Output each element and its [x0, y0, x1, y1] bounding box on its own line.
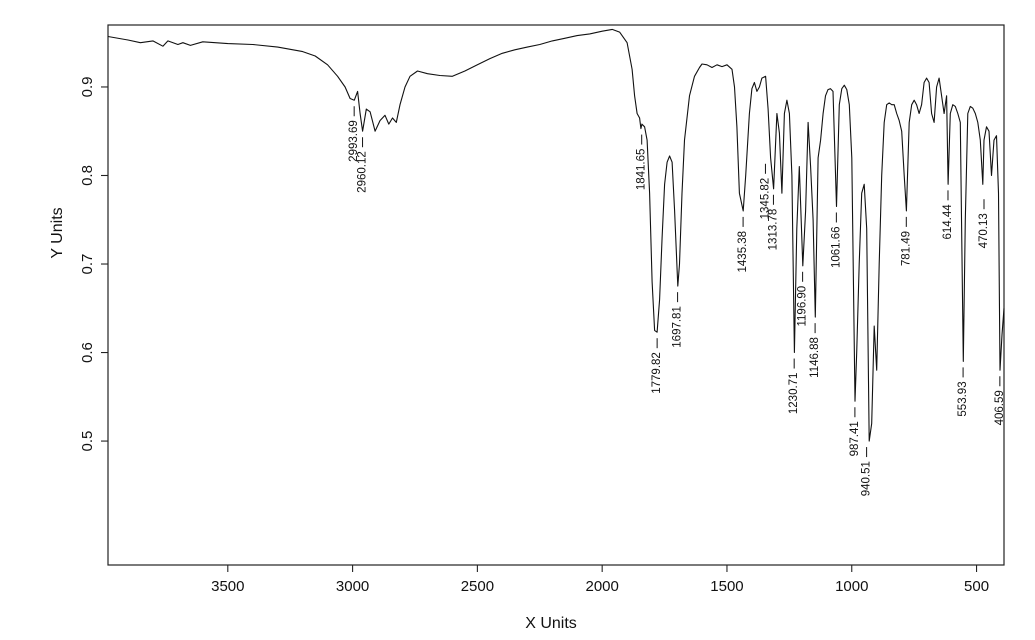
- x-tick-label: 2000: [585, 578, 618, 595]
- peak-label: 987.41: [849, 421, 861, 456]
- peak-label: 1435.38: [737, 231, 749, 273]
- peak-label: 1779.82: [651, 352, 663, 394]
- peak-label: 1196.90: [797, 286, 809, 327]
- peak-label: 1313.78: [767, 209, 779, 251]
- peak-label: 2960.12: [357, 151, 369, 193]
- y-tick-label: 0.5: [79, 431, 96, 452]
- peak-label: 940.51: [861, 461, 873, 496]
- peak-label: 470.13: [978, 213, 990, 248]
- y-tick-label: 0.9: [79, 77, 96, 98]
- peak-label: 1146.88: [809, 337, 821, 378]
- peak-label: 2993.69: [348, 120, 360, 162]
- peak-label: 1230.71: [788, 373, 800, 415]
- peak-label: 1697.81: [672, 306, 684, 348]
- x-axis: 3500 3000 2500 2000 1500 1000 500: [211, 565, 989, 595]
- x-tick-label: 3000: [336, 578, 369, 595]
- x-tick-label: 1500: [710, 578, 743, 595]
- peak-label: 781.49: [900, 231, 912, 266]
- x-tick-label: 1000: [835, 578, 868, 595]
- plot-frame: [107, 24, 1005, 566]
- peak-label: 1061.66: [830, 226, 842, 268]
- peak-label: 1345.82: [759, 178, 771, 220]
- peak-label: 406.59: [994, 390, 1006, 425]
- y-axis: 0.5 0.6 0.7 0.8 0.9: [79, 77, 108, 452]
- y-tick-label: 0.8: [79, 165, 96, 186]
- x-tick-label: 2500: [461, 578, 494, 595]
- x-axis-title: X Units: [525, 615, 577, 632]
- x-tick-label: 500: [964, 578, 989, 595]
- x-tick-label: 3500: [211, 578, 244, 595]
- peak-label: 1841.65: [636, 149, 648, 191]
- y-axis-title: Y Units: [49, 207, 66, 258]
- y-tick-label: 0.6: [79, 342, 96, 363]
- peak-label: 553.93: [957, 381, 969, 416]
- peak-label: 614.44: [942, 204, 954, 240]
- y-tick-label: 0.7: [79, 254, 96, 275]
- spectrum-line: [107, 28, 1005, 442]
